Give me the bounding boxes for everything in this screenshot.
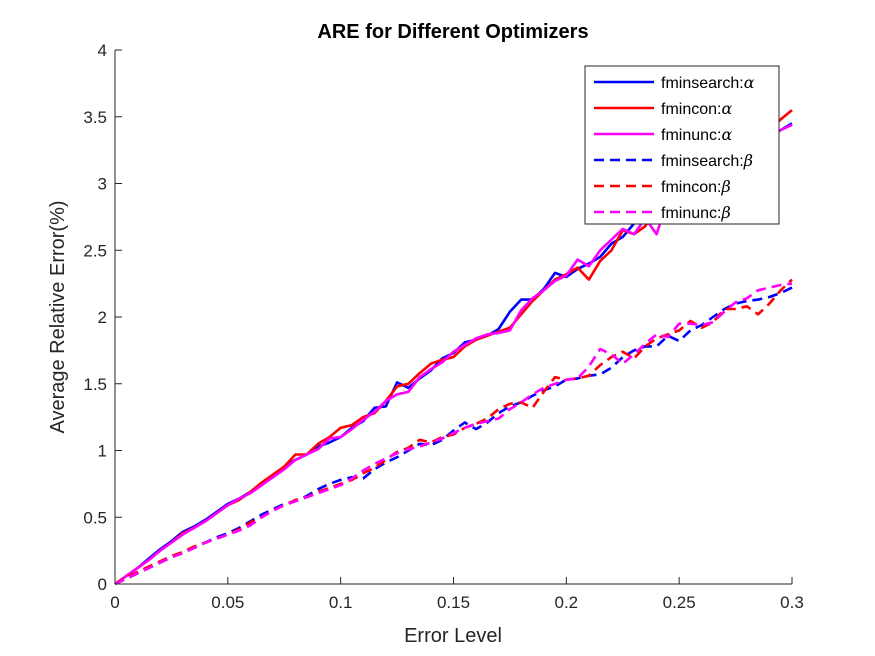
legend-series-name: fminunc: — [661, 205, 721, 222]
series-line-4 — [114, 286, 793, 586]
legend-label-4: fminsearch:β — [661, 151, 753, 170]
y-tick-label: 3.5 — [83, 108, 107, 127]
axes-layer: 0 0.05 0.1 0.15 0.2 0.25 0.3 0 0.5 1 1.5 2 2.5 3 3.5 4 — [83, 41, 803, 612]
legend-label-5: fmincon:β — [661, 177, 731, 196]
legend-label-6: fminunc:β — [661, 203, 731, 222]
legend-series-name: fminunc: — [661, 127, 721, 144]
legend-series-name: fmincon: — [661, 179, 721, 196]
legend-series-name: fminsearch: — [661, 153, 744, 170]
series-line-6 — [114, 282, 793, 586]
chart-title: ARE for Different Optimizers — [317, 21, 588, 43]
y-tick-label: 3 — [98, 175, 107, 194]
legend-entries: fminsearch:αfmincon:αfminunc:αfminsearch… — [594, 73, 755, 222]
y-tick-label: 0 — [98, 575, 107, 594]
legend: fminsearch:αfmincon:αfminunc:αfminsearch… — [584, 65, 780, 225]
y-tick-label: 2.5 — [83, 241, 107, 260]
legend-series-name: fmincon: — [661, 101, 721, 118]
legend-label-1: fminsearch:α — [661, 73, 755, 92]
y-tick-label: 0.5 — [83, 508, 107, 527]
legend-series-name: fminsearch: — [661, 75, 744, 92]
x-tick-label: 0.3 — [780, 593, 804, 612]
legend-series-symbol: α — [721, 99, 732, 118]
legend-series-symbol: α — [721, 125, 732, 144]
legend-label-2: fmincon:α — [661, 99, 732, 118]
x-tick-label: 0.1 — [329, 593, 353, 612]
legend-series-symbol: β — [720, 203, 730, 222]
y-tick-label: 4 — [98, 41, 107, 60]
legend-series-symbol: α — [744, 73, 755, 92]
x-tick-label: 0.05 — [211, 593, 244, 612]
y-tick-label: 2 — [98, 308, 107, 327]
legend-series-symbol: β — [720, 177, 730, 196]
legend-box — [584, 65, 780, 225]
legend-label-3: fminunc:α — [661, 125, 732, 144]
x-tick-label: 0.15 — [437, 593, 470, 612]
x-axis-label: Error Level — [404, 625, 502, 647]
y-axis-label: Average Relative Error(%) — [47, 200, 69, 433]
y-tick-label: 1.5 — [83, 375, 107, 394]
x-tick-label: 0.2 — [555, 593, 579, 612]
x-tick-label: 0 — [110, 593, 119, 612]
x-tick-label: 0.25 — [663, 593, 696, 612]
legend-series-symbol: β — [743, 151, 753, 170]
y-tick-label: 1 — [98, 442, 107, 461]
